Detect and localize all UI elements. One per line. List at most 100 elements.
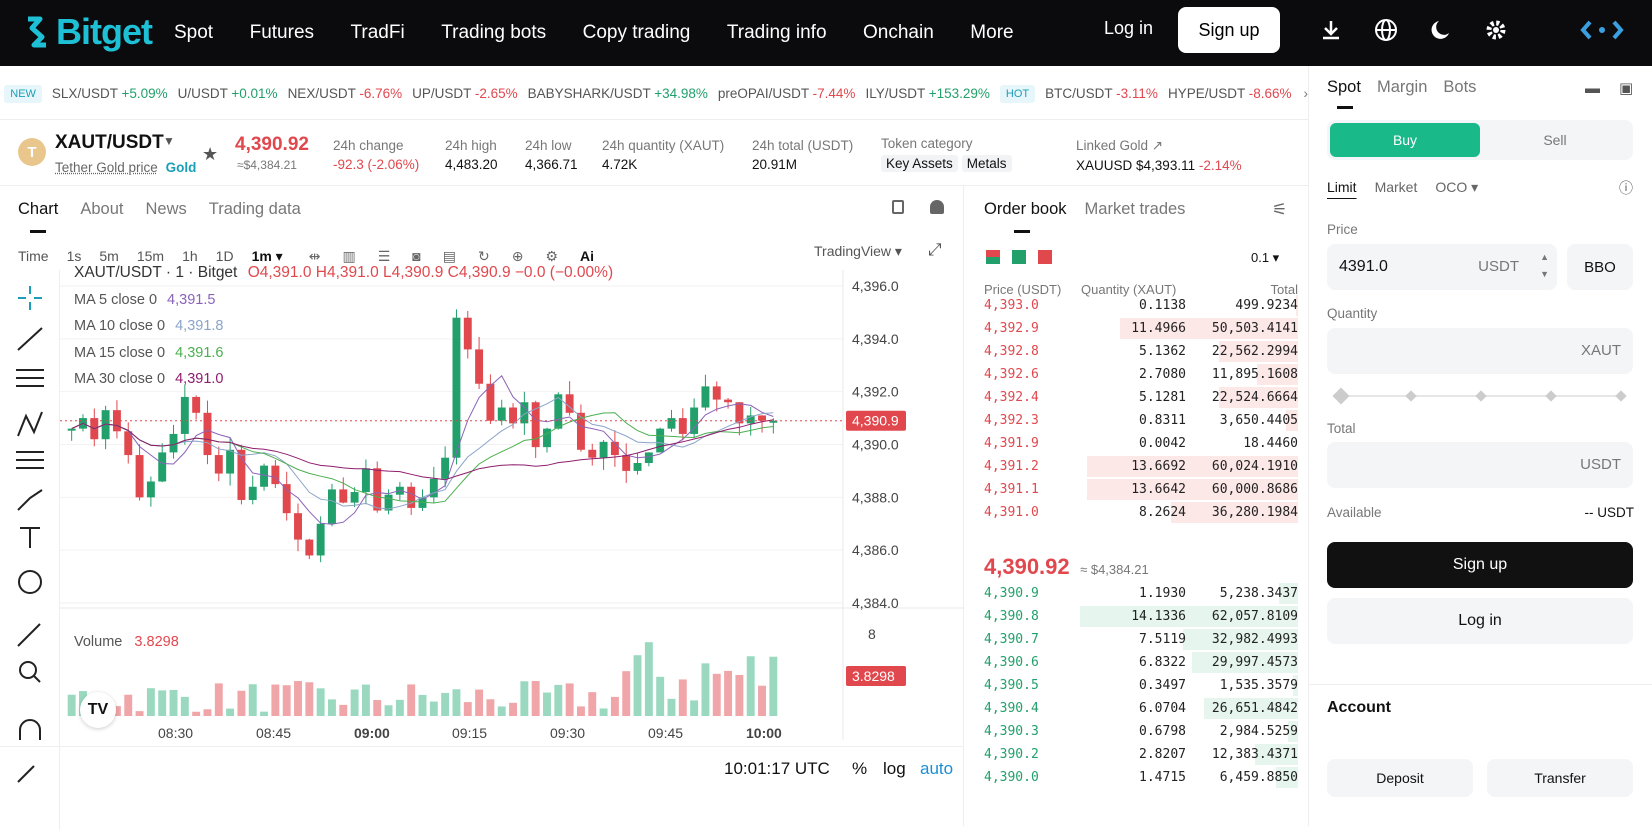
info-icon[interactable]: ⓘ xyxy=(1619,178,1633,198)
info-doc-icon[interactable]: ▣ xyxy=(1619,79,1633,97)
text-tool-icon[interactable] xyxy=(20,528,40,548)
bid-row[interactable]: 4,390.9 1.1930 5,238.3437 xyxy=(984,582,1298,605)
star-icon[interactable]: ★ xyxy=(202,144,218,165)
auto-toggle[interactable]: auto xyxy=(920,759,953,779)
pattern-icon[interactable] xyxy=(18,412,42,436)
quantity-slider[interactable] xyxy=(1335,389,1625,403)
interval-1m[interactable]: 1m ▾ xyxy=(252,248,283,265)
calendar-icon[interactable]: ▤ xyxy=(443,248,456,265)
price-input[interactable]: 4391.0 USDT ▲ ▼ xyxy=(1327,244,1557,290)
ticker-item[interactable]: SLX/USDT +5.09% xyxy=(52,86,168,101)
tab-trading-data[interactable]: Trading data xyxy=(209,200,301,219)
ticker-item[interactable]: BABYSHARK/USDT +34.98% xyxy=(528,86,708,101)
alert-icon[interactable] xyxy=(930,200,944,214)
calculator-icon[interactable]: ▬ xyxy=(1585,80,1600,97)
transfer-button[interactable]: Transfer xyxy=(1487,759,1633,797)
gold-badge[interactable]: Gold xyxy=(166,160,197,175)
candlestick-chart[interactable]: 4,396.0 4,394.0 4,392.0 4,390.0 4,388.0 4,386… xyxy=(60,270,964,740)
ticker-item[interactable]: UP/USDT -2.65% xyxy=(412,86,518,101)
magnet-icon[interactable] xyxy=(20,720,40,740)
tab-order-book[interactable]: Order book xyxy=(984,200,1067,219)
ai-icon[interactable]: Ai xyxy=(580,248,594,264)
ask-row[interactable]: 4,391.9 0.0042 18.4460 xyxy=(984,432,1298,455)
order-type-limit[interactable]: Limit xyxy=(1327,179,1357,196)
tab-news[interactable]: News xyxy=(145,200,186,219)
download-icon[interactable] xyxy=(1318,17,1344,43)
doc-icon[interactable] xyxy=(892,200,904,214)
interval-1d[interactable]: 1D xyxy=(216,248,234,264)
trade-login-button[interactable]: Log in xyxy=(1327,598,1633,644)
bid-row[interactable]: 4,390.8 14.1336 62,057.8109 xyxy=(984,605,1298,628)
nav-trading-bots[interactable]: Trading bots xyxy=(441,22,546,44)
price-stepper[interactable]: ▲ ▼ xyxy=(1540,249,1549,283)
sell-tab[interactable]: Sell xyxy=(1480,123,1630,157)
bid-row[interactable]: 4,390.7 7.5119 32,982.4993 xyxy=(984,628,1298,651)
log-toggle[interactable]: log xyxy=(883,759,906,779)
nav-tradfi[interactable]: TradFi xyxy=(351,22,405,44)
depth-select[interactable]: 0.1 ▾ xyxy=(1251,250,1279,266)
interval-15m[interactable]: 15m xyxy=(137,248,164,264)
signup-button[interactable]: Sign up xyxy=(1178,7,1280,53)
chevron-down-icon[interactable]: ▼ xyxy=(163,134,175,148)
bid-row[interactable]: 4,390.4 6.0704 26,651.4842 xyxy=(984,697,1298,720)
bid-row[interactable]: 4,390.0 1.4715 6,459.8850 xyxy=(984,766,1298,789)
ticker-item[interactable]: ILY/USDT +153.29% xyxy=(865,86,989,101)
view-bids-icon[interactable] xyxy=(1012,250,1026,264)
bbo-button[interactable]: BBO xyxy=(1567,244,1633,290)
ticker-item[interactable]: HYPE/USDT -8.66% xyxy=(1168,86,1292,101)
globe-icon[interactable] xyxy=(1373,17,1399,43)
interval-5m[interactable]: 5m xyxy=(99,248,118,264)
ticker-item[interactable]: NEX/USDT -6.76% xyxy=(288,86,403,101)
nav-spot[interactable]: Spot xyxy=(174,22,213,44)
tab-market-trades[interactable]: Market trades xyxy=(1085,200,1186,219)
order-type-oco[interactable]: OCO ▾ xyxy=(1435,179,1478,196)
interval-1h[interactable]: 1h xyxy=(182,248,198,264)
bid-row[interactable]: 4,390.5 0.3497 1,535.3579 xyxy=(984,674,1298,697)
ask-row[interactable]: 4,393.0 0.1138 499.9234 xyxy=(984,294,1298,317)
add-icon[interactable]: ⊕ xyxy=(512,248,524,265)
nav-copy-trading[interactable]: Copy trading xyxy=(583,22,691,44)
order-type-market[interactable]: Market xyxy=(1375,179,1418,196)
login-link[interactable]: Log in xyxy=(1104,18,1153,39)
ticker-item[interactable]: BTC/USDT -3.11% xyxy=(1045,86,1158,101)
tab-margin[interactable]: Margin xyxy=(1377,78,1427,97)
linked-gold[interactable]: Linked Gold ↗ XAUUSD $4,393.11 -2.14% xyxy=(1076,138,1242,173)
candles-icon[interactable]: ▥ xyxy=(342,248,355,265)
ticker-item[interactable]: preOPAI/USDT -7.44% xyxy=(718,86,856,101)
replay-icon[interactable]: ↻ xyxy=(478,248,490,265)
tab-spot[interactable]: Spot xyxy=(1327,78,1361,97)
ask-row[interactable]: 4,391.2 13.6692 60,024.1910 xyxy=(984,455,1298,478)
bitget-logo[interactable]: Bitget xyxy=(24,10,152,54)
compare-icon[interactable]: ⇹ xyxy=(309,248,321,265)
interval-time[interactable]: Time xyxy=(18,248,49,264)
zoom-icon[interactable] xyxy=(20,662,40,682)
settings-icon[interactable]: ⚙ xyxy=(545,248,558,265)
tab-about[interactable]: About xyxy=(80,200,123,219)
indicators-icon[interactable]: ☰ xyxy=(378,248,391,265)
ask-row[interactable]: 4,392.4 5.1281 22,524.6664 xyxy=(984,386,1298,409)
quantity-input[interactable]: XAUT xyxy=(1327,328,1633,374)
filter-icon[interactable]: ⚟ xyxy=(1272,200,1287,220)
ask-row[interactable]: 4,392.3 0.8311 3,650.4405 xyxy=(984,409,1298,432)
expand-icon[interactable] xyxy=(1580,17,1624,43)
nav-more[interactable]: More xyxy=(970,22,1013,44)
ask-row[interactable]: 4,392.9 11.4966 50,503.4141 xyxy=(984,317,1298,340)
percent-toggle[interactable]: % xyxy=(852,759,867,779)
nav-futures[interactable]: Futures xyxy=(250,22,314,44)
nav-trading-info[interactable]: Trading info xyxy=(727,22,827,44)
crosshair-icon[interactable] xyxy=(18,286,42,310)
ask-row[interactable]: 4,392.8 5.1362 22,562.2994 xyxy=(984,340,1298,363)
bid-row[interactable]: 4,390.6 6.8322 29,997.4573 xyxy=(984,651,1298,674)
bid-row[interactable]: 4,390.3 0.6798 2,984.5259 xyxy=(984,720,1298,743)
ask-row[interactable]: 4,392.6 2.7080 11,895.1608 xyxy=(984,363,1298,386)
brush-icon[interactable] xyxy=(18,490,42,510)
ask-row[interactable]: 4,391.0 8.2624 36,280.1984 xyxy=(984,501,1298,524)
view-asks-icon[interactable] xyxy=(1038,250,1052,264)
gear-icon[interactable] xyxy=(1483,17,1509,43)
total-input[interactable]: USDT xyxy=(1327,442,1633,488)
ask-row[interactable]: 4,391.1 13.6642 60,000.8686 xyxy=(984,478,1298,501)
category-key-assets[interactable]: Key Assets xyxy=(881,155,958,172)
fullscreen-icon[interactable]: ⤢ xyxy=(928,240,942,260)
camera-icon[interactable]: ◙ xyxy=(412,248,420,264)
horizontal-lines-icon[interactable] xyxy=(16,370,44,386)
